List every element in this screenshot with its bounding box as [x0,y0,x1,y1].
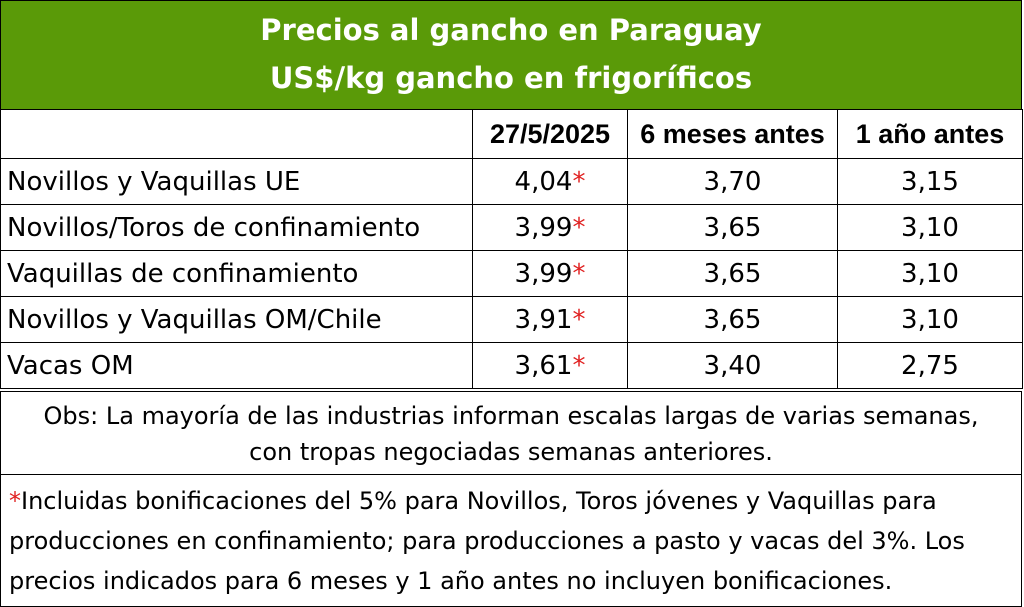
current-price: 4,04 [514,166,573,197]
asterisk-mark: * [572,304,586,335]
current-price-cell: 3,91* [472,296,628,343]
row-label: Vacas OM [0,342,473,389]
row-label: Novillos/Toros de confinamiento [0,204,473,251]
observation-line-2: con tropas negociadas semanas anteriores… [249,438,773,466]
six-months-price: 3,65 [627,296,838,343]
current-price-cell: 3,61* [472,342,628,389]
one-year-price: 3,10 [837,204,1023,251]
six-months-price: 3,65 [627,204,838,251]
column-header-empty [0,109,473,159]
table-title: Precios al gancho en Paraguay US$/kg gan… [0,0,1022,110]
footnote-asterisk: * [9,487,21,515]
one-year-price: 3,10 [837,296,1023,343]
current-price: 3,91 [514,304,573,335]
one-year-price: 3,10 [837,250,1023,297]
current-price-cell: 3,99* [472,204,628,251]
asterisk-mark: * [572,166,586,197]
one-year-price: 2,75 [837,342,1023,389]
current-price: 3,61 [514,350,573,381]
title-line-2: US$/kg gancho en frigoríficos [269,61,753,95]
asterisk-mark: * [572,212,586,243]
asterisk-mark: * [572,350,586,381]
row-label: Novillos y Vaquillas UE [0,158,473,205]
footnote-text: Incluidas bonificaciones del 5% para Nov… [9,487,965,595]
current-price: 3,99 [514,258,573,289]
table-row: Novillos/Toros de confinamiento 3,99* 3,… [0,204,1023,251]
column-header-date: 27/5/2025 [472,109,628,159]
table-row: Novillos y Vaquillas OM/Chile 3,91* 3,65… [0,296,1023,343]
table-row: Vacas OM 3,61* 3,40 2,75 [0,342,1023,389]
six-months-price: 3,40 [627,342,838,389]
price-table: 27/5/2025 6 meses antes 1 año antes Novi… [0,109,1023,389]
current-price-cell: 3,99* [472,250,628,297]
six-months-price: 3,65 [627,250,838,297]
asterisk-mark: * [572,258,586,289]
current-price-cell: 4,04* [472,158,628,205]
column-header-6-months: 6 meses antes [627,109,838,159]
table-row: Vaquillas de confinamiento 3,99* 3,65 3,… [0,250,1023,297]
footnote: *Incluidas bonificaciones del 5% para No… [0,474,1022,607]
observation-note: Obs: La mayoría de las industrias inform… [0,391,1022,475]
one-year-price: 3,15 [837,158,1023,205]
current-price: 3,99 [514,212,573,243]
title-line-1: Precios al gancho en Paraguay [260,13,762,47]
header-row: 27/5/2025 6 meses antes 1 año antes [0,109,1023,159]
table-row: Novillos y Vaquillas UE 4,04* 3,70 3,15 [0,158,1023,205]
observation-line-1: Obs: La mayoría de las industrias inform… [43,402,979,430]
row-label: Vaquillas de confinamiento [0,250,473,297]
six-months-price: 3,70 [627,158,838,205]
column-header-1-year: 1 año antes [837,109,1023,159]
row-label: Novillos y Vaquillas OM/Chile [0,296,473,343]
